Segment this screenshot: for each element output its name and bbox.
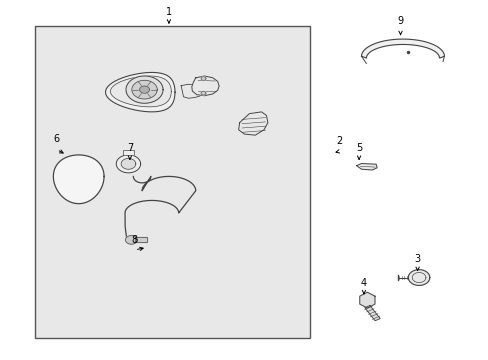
- Polygon shape: [361, 39, 444, 58]
- Text: 2: 2: [336, 136, 342, 146]
- Polygon shape: [364, 306, 379, 321]
- Text: 1: 1: [165, 7, 172, 17]
- Polygon shape: [53, 155, 104, 204]
- Polygon shape: [121, 158, 136, 169]
- Polygon shape: [201, 91, 205, 95]
- Polygon shape: [135, 237, 147, 242]
- Polygon shape: [122, 149, 134, 155]
- Polygon shape: [140, 86, 149, 93]
- Polygon shape: [110, 76, 171, 107]
- Polygon shape: [191, 76, 219, 96]
- Bar: [35, 26, 310, 338]
- Text: 3: 3: [414, 254, 420, 264]
- Polygon shape: [125, 235, 137, 244]
- Polygon shape: [407, 270, 429, 285]
- Text: 5: 5: [355, 143, 362, 153]
- Polygon shape: [356, 163, 376, 170]
- Polygon shape: [116, 155, 141, 173]
- Text: 8: 8: [131, 235, 138, 244]
- Polygon shape: [105, 72, 175, 112]
- Text: 6: 6: [54, 134, 60, 144]
- Polygon shape: [359, 292, 374, 308]
- Polygon shape: [238, 112, 267, 135]
- Text: 9: 9: [397, 16, 403, 26]
- Text: 7: 7: [126, 143, 133, 153]
- Text: 4: 4: [360, 278, 366, 288]
- Polygon shape: [132, 80, 157, 99]
- Polygon shape: [201, 77, 205, 80]
- Polygon shape: [126, 76, 163, 103]
